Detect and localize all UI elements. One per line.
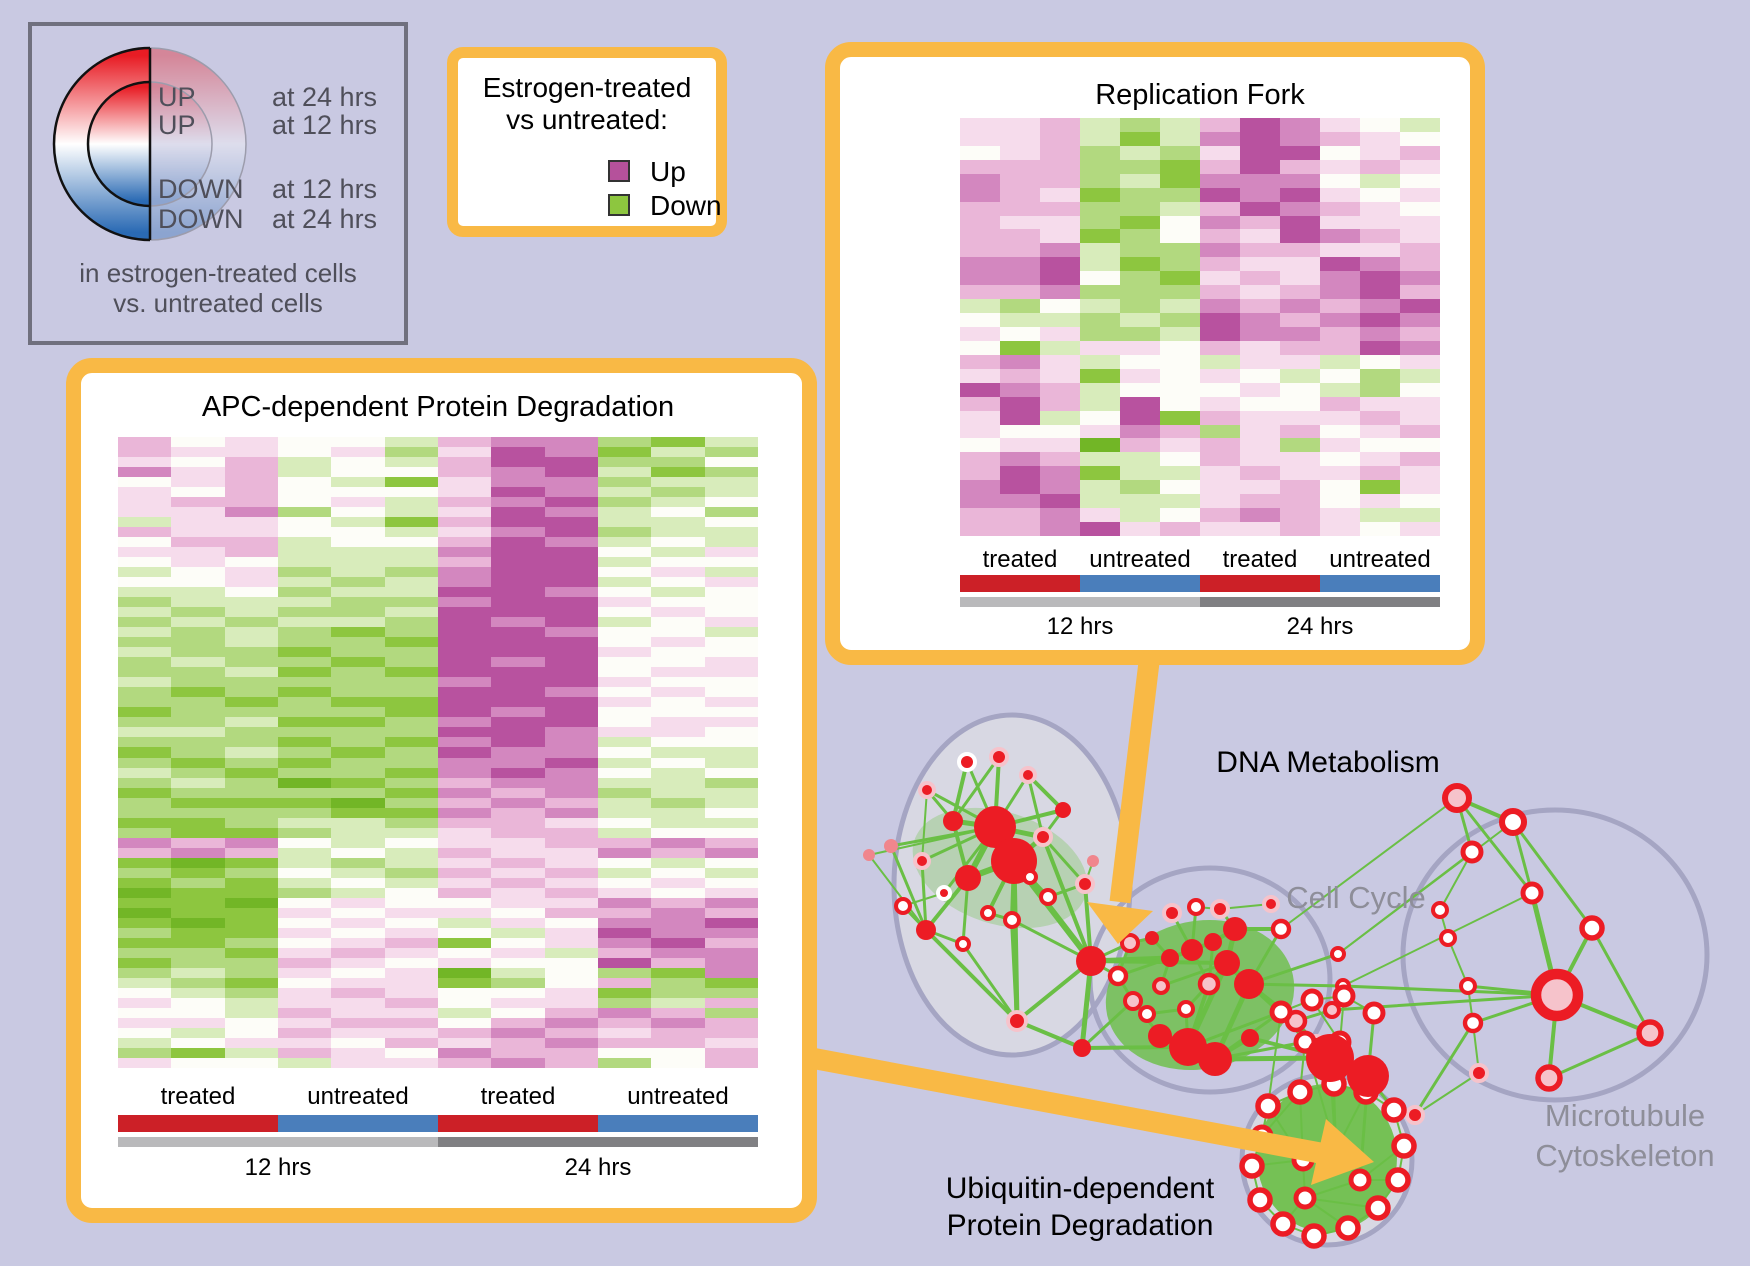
at-24-label: at 24 hrs — [272, 82, 378, 112]
down-color-swatch — [608, 194, 630, 216]
updown-ring-legend: UP at 24 hrs UP at 12 hrs DOWN at 12 hrs… — [28, 22, 408, 345]
down-24-label: DOWN — [158, 204, 244, 234]
down-24-time: at 24 hrs — [272, 204, 378, 234]
down-12-time: at 12 hrs — [272, 174, 378, 204]
apc-degradation-title: APC-dependent Protein Degradation — [201, 391, 675, 423]
direction-legend-title-line2: vs untreated: — [506, 104, 668, 135]
rf-group-untreated-12: untreated — [1089, 546, 1191, 573]
ring-right-faded-half — [150, 47, 247, 241]
apc-group-treated-12: treated — [160, 1083, 236, 1110]
at-12-label: at 12 hrs — [272, 110, 378, 140]
apc-group-treated-24: treated — [480, 1083, 556, 1110]
estrogen-direction-legend: Estrogen-treated vs untreated: Up Down — [447, 47, 727, 237]
up-24-label: UP — [158, 82, 196, 112]
ring-left-saturated-half — [52, 46, 150, 242]
direction-legend-title-line1: Estrogen-treated — [482, 72, 692, 103]
up-color-swatch — [608, 160, 630, 182]
apc-untreated-bar-24 — [598, 1115, 758, 1132]
replication-fork-panel: Replication Fork treated untreated treat… — [825, 42, 1485, 665]
up-swatch-label: Up — [650, 156, 686, 187]
rf-group-treated-24: treated — [1222, 546, 1298, 573]
rf-treated-bar-12 — [960, 575, 1080, 592]
apc-12hr-label: 12 hrs — [244, 1154, 312, 1181]
rf-untreated-bar-24 — [1320, 575, 1440, 592]
rf-group-untreated-24: untreated — [1329, 546, 1431, 573]
apc-12hr-bar — [118, 1137, 438, 1147]
rf-untreated-bar-12 — [1080, 575, 1200, 592]
replication-fork-heatmap — [960, 118, 1440, 536]
updown-ring-diagram — [52, 46, 247, 242]
apc-treated-bar-24 — [438, 1115, 598, 1132]
apc-group-untreated-24: untreated — [627, 1083, 729, 1110]
rf-treated-bar-24 — [1200, 575, 1320, 592]
apc-degradation-heatmap — [118, 437, 758, 1068]
rf-group-treated-12: treated — [982, 546, 1058, 573]
up-12-label: UP — [158, 110, 196, 140]
apc-24hr-label: 24 hrs — [564, 1154, 632, 1181]
down-12-label: DOWN — [158, 174, 244, 204]
apc-degradation-panel: APC-dependent Protein Degradation treate… — [66, 358, 817, 1223]
apc-untreated-bar-12 — [278, 1115, 438, 1132]
down-swatch-label: Down — [650, 190, 722, 221]
apc-24hr-bar — [438, 1137, 758, 1147]
apc-treated-bar-12 — [118, 1115, 278, 1132]
legend-caption-line1: in estrogen-treated cells — [79, 258, 357, 288]
rf-24hr-bar — [1200, 597, 1440, 607]
rf-24hr-label: 24 hrs — [1286, 613, 1354, 640]
replication-fork-title: Replication Fork — [1095, 79, 1305, 111]
legend-caption-line2: vs. untreated cells — [113, 288, 323, 318]
rf-12hr-bar — [960, 597, 1200, 607]
apc-group-untreated-12: untreated — [307, 1083, 409, 1110]
rf-12hr-label: 12 hrs — [1046, 613, 1114, 640]
